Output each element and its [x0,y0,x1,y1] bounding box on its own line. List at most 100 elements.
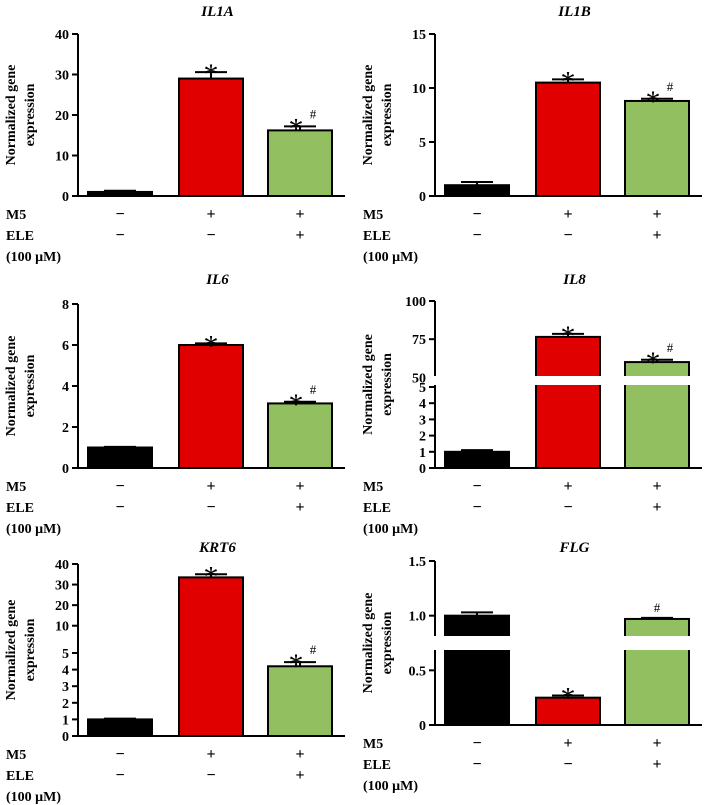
significance-hash: # [310,642,317,657]
significance-star: * [204,329,219,362]
significance-hash: # [310,106,317,121]
ele-sign: − [115,499,124,516]
ele-sign: − [206,227,215,244]
y-tick-label: 3 [62,680,69,695]
ele-sign: + [652,756,661,773]
m5-sign: + [652,478,661,495]
y-tick-label: 0 [62,462,69,477]
y-tick-label: 75 [412,333,426,348]
bar [178,576,244,737]
ele-sign: − [472,499,481,516]
significance-star: * [561,65,576,98]
row-label-concentration: (100 μM) [6,522,61,537]
chart-title: KRT6 [198,540,236,556]
significance-star: * [204,560,219,593]
chart-title: FLG [559,540,590,556]
chart-panel-il1a: IL1A Normalized gene expression 0 10 20 30 40 * *… [4,4,345,265]
ele-sign: − [472,227,481,244]
y-tick-label: 30 [55,579,69,594]
y-tick-label: 5 [62,647,69,662]
y-tick-label: 2 [62,421,69,436]
row-label-concentration: (100 μM) [6,250,61,265]
y-tick-label: 0.5 [409,664,427,679]
y-tick-label: 0 [62,190,69,205]
row-label-ele: ELE [363,229,391,244]
significance-star: * [561,320,576,353]
y-tick-label: 1.0 [409,610,427,625]
row-label-ele: ELE [6,501,34,516]
significance-star: * [289,648,304,681]
m5-sign: + [563,735,572,752]
ele-sign: − [563,499,572,516]
chart-panel-il1b: IL1B Normalized gene expression 0 5 10 15 * * # M5… [361,4,702,265]
y-axis-label: Normalized gene expression [4,600,38,701]
y-tick-label: 5 [419,381,426,396]
y-tick-label: 4 [419,397,426,412]
y-tick-label: 8 [62,298,69,313]
bar [87,190,153,197]
m5-sign: − [472,478,481,495]
m5-sign: + [652,206,661,223]
y-tick-label: 10 [55,150,69,165]
y-tick-label: 0 [419,719,426,734]
significance-star: * [289,112,304,145]
y-tick-label: 20 [55,599,69,614]
m5-sign: − [472,206,481,223]
bar [624,99,690,197]
chart-title: IL6 [205,272,229,288]
significance-star: * [646,85,661,118]
significance-hash: # [654,600,661,615]
bar [267,665,333,737]
axis-break [427,636,706,650]
y-tick-label: 1 [62,713,69,728]
y-tick-label: 6 [62,339,69,354]
m5-sign: + [295,206,304,223]
y-axis-label: Normalized gene expression [361,334,395,435]
y-tick-label: 1 [419,446,426,461]
ele-sign: − [115,767,124,784]
significance-star: * [204,58,219,91]
y-axis-label: Normalized gene expression [361,593,395,694]
m5-sign: + [206,746,215,763]
m5-sign: − [115,206,124,223]
y-tick-label: 0 [62,730,69,745]
y-tick-label: 2 [419,430,426,445]
m5-sign: − [115,478,124,495]
row-label-m5: M5 [363,737,383,752]
ele-sign: + [652,499,661,516]
m5-sign: + [652,735,661,752]
y-tick-label: 3 [419,413,426,428]
ele-sign: − [206,767,215,784]
y-tick-label: 20 [55,109,69,124]
y-axis-label: Normalized gene expression [4,336,38,437]
y-tick-label: 10 [55,620,69,635]
m5-sign: − [472,735,481,752]
y-tick-label: 50 [412,371,426,386]
bar [535,696,601,727]
significance-star: * [561,681,576,714]
row-label-concentration: (100 μM) [363,522,418,537]
bar [444,614,510,726]
row-label-m5: M5 [6,208,26,223]
y-tick-label: 5 [419,136,426,151]
bar [267,402,333,469]
bar [87,718,153,737]
chart-title: IL1A [200,4,234,20]
y-tick-label: 0 [419,462,426,477]
m5-sign: + [206,206,215,223]
ele-sign: − [115,227,124,244]
row-label-ele: ELE [6,769,34,784]
bar [178,344,244,469]
y-tick-label: 40 [55,28,69,43]
y-tick-label: 1.5 [409,555,427,570]
bar [267,129,333,197]
significance-hash: # [667,79,674,94]
m5-sign: + [563,478,572,495]
row-label-m5: M5 [363,480,383,495]
chart-panel-krt6: KRT6 Normalized gene expression 0 12 34 5 10 20 3… [4,540,345,805]
row-label-ele: ELE [363,501,391,516]
row-label-concentration: (100 μM) [363,779,418,794]
row-label-m5: M5 [363,208,383,223]
chart-title: IL1B [557,4,591,20]
